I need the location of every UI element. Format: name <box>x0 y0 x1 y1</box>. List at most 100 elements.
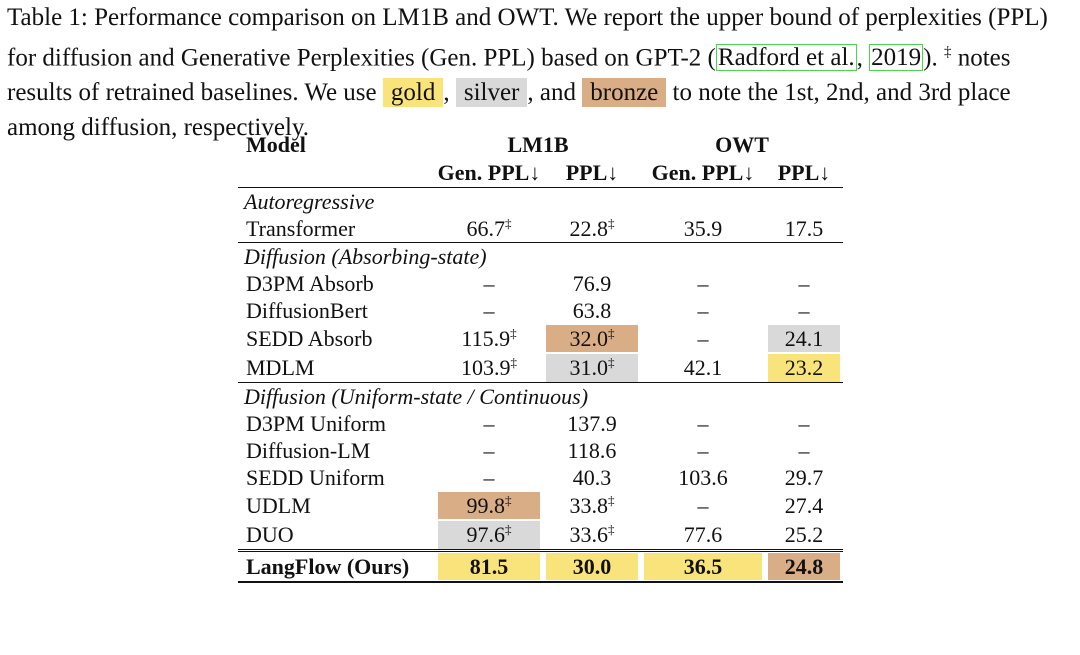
table-row: MDLM 103.9‡ 31.0‡ 42.1 23.2 <box>238 353 843 383</box>
column-header: Gen. PPL↓ <box>651 160 755 185</box>
value: 103.9 <box>461 355 511 380</box>
value-cell: – <box>435 270 543 297</box>
model-name: MDLM <box>246 355 315 380</box>
value-cell: 66.7‡ <box>435 215 543 243</box>
value: 36.5 <box>683 554 723 579</box>
value: 97.6 <box>466 522 506 547</box>
value-cell: 40.3 <box>543 464 641 491</box>
model-name: D3PM Absorb <box>246 271 374 296</box>
value: – <box>697 411 709 436</box>
value-cell: – <box>641 324 765 353</box>
value: – <box>483 438 495 463</box>
value-cell: – <box>765 297 843 324</box>
caption-text: notes results of retrained baselines. We… <box>7 44 1011 107</box>
footnote-mark: ‡ <box>608 492 615 508</box>
value-cell: – <box>641 410 765 437</box>
value: 66.7 <box>466 216 506 241</box>
table-row: DUO 97.6‡ 33.6‡ 77.6 25.2 <box>238 520 843 551</box>
citation-author[interactable]: Radford et al. <box>715 44 857 72</box>
value-cell: 103.9‡ <box>435 353 543 383</box>
value: 23.2 <box>784 355 824 380</box>
value: 24.1 <box>784 326 824 351</box>
value: – <box>798 271 810 296</box>
table-row: UDLM 99.8‡ 33.8‡ –27.4 <box>238 491 843 520</box>
citation-year[interactable]: 2019 <box>869 44 924 72</box>
value-cell: – <box>435 410 543 437</box>
value-cell: 17.5 <box>765 215 843 243</box>
model-name: DUO <box>246 522 294 547</box>
value: – <box>798 298 810 323</box>
value: 33.8 <box>569 493 609 518</box>
section-title: Diffusion (Absorbing-state) <box>238 242 844 270</box>
value-cell: – <box>641 437 765 464</box>
value-cell: 30.0 <box>543 549 641 583</box>
value-cell: 25.2 <box>765 520 843 551</box>
value-cell: 63.8 <box>543 297 641 324</box>
column-header: PPL↓ <box>565 160 619 185</box>
dagger: ‡ <box>943 44 952 60</box>
caption-text: ). <box>923 44 944 72</box>
value: 29.7 <box>784 465 824 490</box>
footnote-mark: ‡ <box>505 521 512 537</box>
footnote-mark: ‡ <box>505 492 512 508</box>
header-cell <box>238 159 435 188</box>
value-cell: 29.7 <box>765 464 843 491</box>
value: 40.3 <box>572 465 612 490</box>
value: 42.1 <box>683 355 723 380</box>
column-header: PPL↓ <box>777 160 831 185</box>
value: – <box>697 326 709 351</box>
value: 63.8 <box>572 298 612 323</box>
value-cell: 137.9 <box>543 410 641 437</box>
value: 24.8 <box>784 554 824 579</box>
model-name: DiffusionBert <box>246 298 368 323</box>
value-cell: 81.5 <box>435 549 543 583</box>
value: – <box>483 298 495 323</box>
value: 17.5 <box>784 216 824 241</box>
model-name: Transformer <box>246 216 356 241</box>
caption-text: to note the 1st, 2nd, and 3rd place amon… <box>7 79 1011 142</box>
value-cell: 31.0‡ <box>543 353 641 383</box>
value-cell: 77.6 <box>641 520 765 551</box>
results-table: Model LM1B OWT Gen. PPL↓ PPL↓ Gen. PPL↓ PPL↓ Au… <box>238 131 844 583</box>
header-row: Gen. PPL↓ PPL↓ Gen. PPL↓ PPL↓ <box>238 159 843 188</box>
model-name: SEDD Uniform <box>246 465 385 490</box>
group-header: LM1B <box>507 132 569 157</box>
value: – <box>697 298 709 323</box>
value-cell: 32.0‡ <box>543 324 641 353</box>
value: 33.6 <box>569 522 609 547</box>
value: – <box>697 271 709 296</box>
silver-swatch: silver <box>455 78 528 108</box>
value: 31.0 <box>569 355 609 380</box>
value: 115.9 <box>461 326 511 351</box>
value-cell: 103.6 <box>641 464 765 491</box>
group-header: OWT <box>715 132 769 157</box>
caption-text: Table 1: Performance comparison on LM1B … <box>7 4 1048 72</box>
section-row: Diffusion (Uniform-state / Continuous) <box>238 382 844 410</box>
table-row: Transformer 66.7‡ 22.8‡ 35.9 17.5 <box>238 215 843 243</box>
header-cell: Model <box>246 132 306 157</box>
caption-text: , and <box>527 79 583 107</box>
caption-text: , <box>443 79 456 107</box>
caption: Table 1: Performance comparison on LM1B … <box>7 0 1075 145</box>
value: – <box>483 411 495 436</box>
value: 35.9 <box>683 216 723 241</box>
value-cell: 24.8 <box>765 549 844 583</box>
section-row: Diffusion (Absorbing-state) <box>238 242 844 270</box>
value-cell: – <box>435 464 543 491</box>
table-row: DiffusionBert – 63.8 – – <box>238 297 843 324</box>
table-row: D3PM Absorb – 76.9 – – <box>238 270 843 297</box>
value-cell: – <box>641 270 765 297</box>
footnote-mark: ‡ <box>608 354 615 370</box>
model-name: UDLM <box>246 493 311 518</box>
table-row: SEDD Absorb 115.9‡ 32.0‡ –24.1 <box>238 324 843 353</box>
value: – <box>798 438 810 463</box>
model-name: Diffusion-LM <box>246 438 371 463</box>
value-cell: – <box>641 297 765 324</box>
value-cell: 22.8‡ <box>543 215 641 243</box>
value-cell: – <box>435 437 543 464</box>
value-cell: 24.1 <box>765 324 843 353</box>
footnote-mark: ‡ <box>510 325 517 341</box>
section-title: Diffusion (Uniform-state / Continuous) <box>238 382 844 410</box>
value: – <box>697 438 709 463</box>
bronze-swatch: bronze <box>582 78 667 108</box>
